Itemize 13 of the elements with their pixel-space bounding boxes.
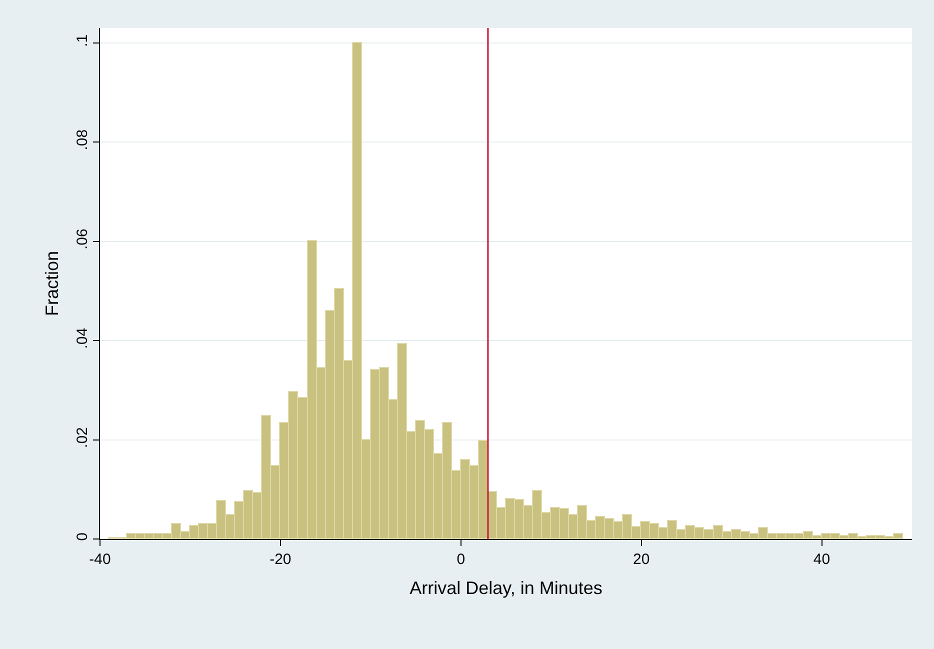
y-tick-label: .06 [74,228,91,250]
y-tick-label: 0 [74,532,91,541]
y-tick-label: .04 [74,328,91,349]
x-tick-label: -20 [270,551,292,568]
y-axis-title: Fraction [42,250,62,316]
y-tick-label: .1 [74,34,91,47]
y-tick-label: .08 [74,129,91,150]
x-axis-title: Arrival Delay, in Minutes [410,578,602,598]
x-tick-label: 20 [632,551,650,568]
x-tick-label: 40 [813,551,830,568]
x-tick-label: 0 [456,551,466,568]
y-tick-label: .02 [74,427,91,448]
x-tick-label: -40 [89,551,111,568]
